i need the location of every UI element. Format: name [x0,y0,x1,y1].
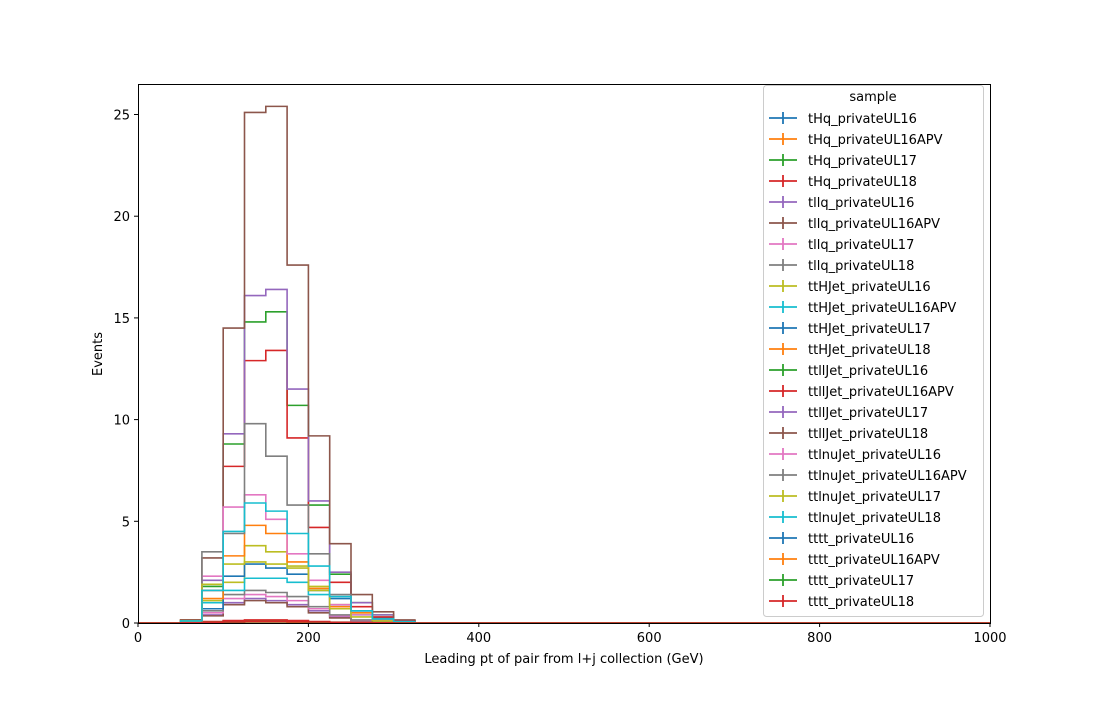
legend-label: ttHJet_privateUL17 [808,322,931,337]
x-tick-label: 1000 [973,631,1006,646]
legend-item: tllq_privateUL16APV [769,217,940,232]
plot-area-frame [138,84,991,624]
legend-item: tHq_privateUL18 [769,175,917,190]
y-tick-label: 5 [122,515,130,530]
legend-item: ttlnuJet_privateUL16APV [769,469,967,484]
legend-label: tHq_privateUL17 [808,154,917,169]
legend-item: ttllJet_privateUL16APV [769,385,954,400]
legend-label: tllq_privateUL16 [808,196,914,211]
legend-item: tHq_privateUL16APV [769,133,943,148]
legend-item: tttt_privateUL16 [769,532,914,547]
legend-label: tttt_privateUL16 [808,532,914,547]
legend-item: ttHJet_privateUL16 [769,280,931,295]
legend-label: tttt_privateUL17 [808,574,914,589]
legend-label: ttlnuJet_privateUL17 [808,490,941,505]
legend-item: tllq_privateUL17 [769,238,914,253]
legend: sample tHq_privateUL16 tHq_privateUL16APV… [763,85,984,617]
x-axis: 0 200 400 600 800 1000 [134,623,1007,646]
legend-item: ttHJet_privateUL17 [769,322,931,337]
x-tick-label: 600 [637,631,662,646]
y-tick-label: 10 [113,414,130,429]
x-tick-label: 400 [466,631,491,646]
legend-label: tllq_privateUL16APV [808,217,940,232]
legend-item: ttHJet_privateUL16APV [769,301,956,316]
x-axis-label: Leading pt of pair from l+j collection (… [424,652,703,667]
legend-label: tllq_privateUL17 [808,238,914,253]
legend-item: ttllJet_privateUL16 [769,364,928,379]
legend-item: ttlnuJet_privateUL17 [769,490,941,505]
y-axis: 0 5 10 15 20 25 [113,109,138,632]
legend-label: tttt_privateUL16APV [808,553,940,568]
legend-label: ttllJet_privateUL17 [808,406,928,421]
legend-box [763,85,984,617]
legend-item: ttlnuJet_privateUL18 [769,511,941,526]
legend-item: ttHJet_privateUL18 [769,343,931,358]
legend-item: tttt_privateUL18 [769,595,914,610]
y-tick-label: 15 [113,312,130,327]
legend-item: tHq_privateUL17 [769,154,917,169]
legend-label: tHq_privateUL18 [808,175,917,190]
legend-item: tHq_privateUL16 [769,112,917,127]
y-tick-label: 20 [113,210,130,225]
legend-label: ttlnuJet_privateUL16 [808,448,941,463]
legend-title: sample [849,90,896,105]
legend-label: tHq_privateUL16APV [808,133,943,148]
legend-label: ttHJet_privateUL16APV [808,301,956,316]
legend-label: tttt_privateUL18 [808,595,914,610]
legend-label: tllq_privateUL18 [808,259,914,274]
legend-label: ttlnuJet_privateUL16APV [808,469,967,484]
legend-item: tllq_privateUL16 [769,196,914,211]
x-tick-label: 0 [134,631,142,646]
y-tick-label: 25 [113,109,130,124]
series-line-19 [138,502,990,624]
legend-item: tttt_privateUL16APV [769,553,940,568]
y-axis-label: Events [91,332,106,376]
legend-label: ttHJet_privateUL18 [808,343,931,358]
legend-label: ttllJet_privateUL16APV [808,385,954,400]
legend-item: ttlnuJet_privateUL16 [769,448,941,463]
x-tick-label: 200 [296,631,321,646]
legend-item: ttllJet_privateUL17 [769,406,928,421]
legend-label: tHq_privateUL16 [808,112,917,127]
legend-item: ttllJet_privateUL18 [769,427,928,442]
legend-label: ttllJet_privateUL16 [808,364,928,379]
legend-label: ttHJet_privateUL16 [808,280,931,295]
y-tick-label: 0 [122,617,130,632]
legend-item: tttt_privateUL17 [769,574,914,589]
x-tick-label: 800 [807,631,832,646]
legend-label: ttllJet_privateUL18 [808,427,928,442]
legend-label: ttlnuJet_privateUL18 [808,511,941,526]
legend-item: tllq_privateUL18 [769,259,914,274]
